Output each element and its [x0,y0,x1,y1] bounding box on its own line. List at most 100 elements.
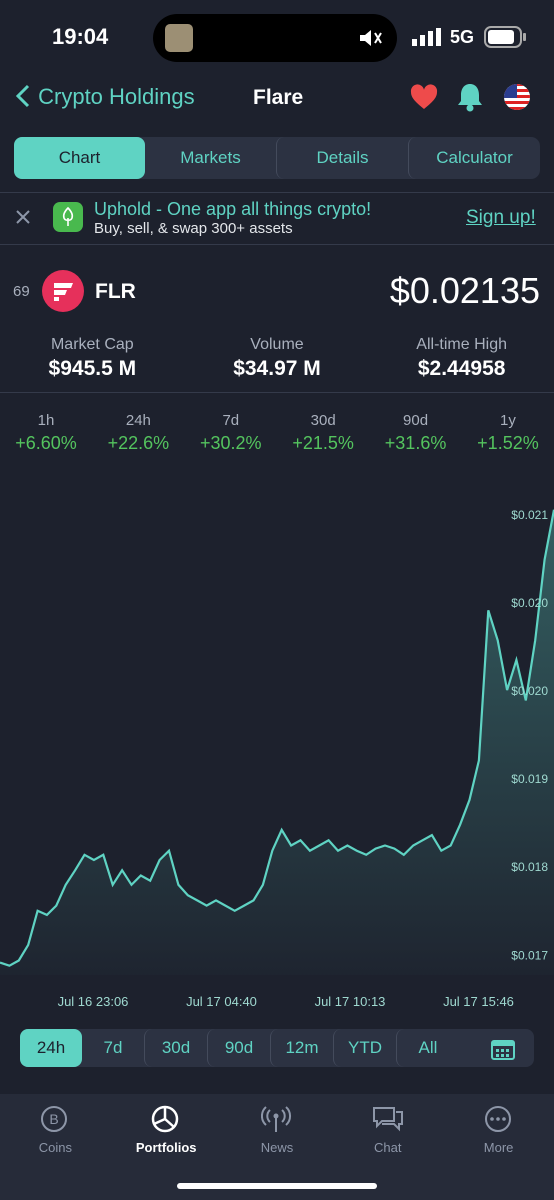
range-option[interactable]: 7d [103,1038,123,1057]
network: 5G [450,27,475,47]
nav-label: Chat [374,1140,402,1155]
coin-rank: 69 [13,283,30,300]
coin-logo [42,270,84,312]
svg-text:B: B [50,1111,59,1127]
currency-flag[interactable] [503,83,531,111]
stat-label: Market Cap [50,336,134,353]
change-value: +31.6% [384,433,447,453]
nav-label: More [483,1140,514,1155]
calendar-button[interactable] [491,1038,515,1060]
ad-subtitle: Buy, sell, & swap 300+ assets [94,220,293,237]
y-tick-label: $0.019 [511,772,548,786]
change-period: 90d [403,412,429,429]
home-indicator [177,1183,377,1189]
time: 19:04 [52,24,109,49]
nav-icon [260,1106,292,1132]
stat-value: $34.97 M [233,357,321,380]
nav-label: Coins [38,1140,73,1155]
y-tick-label: $0.020 [511,596,548,610]
tab[interactable]: Chart [14,137,145,179]
back-label: Crypto Holdings [38,84,195,109]
tab[interactable]: Details [276,137,408,179]
status-bar: 19:04 5G [0,0,554,70]
nav-item[interactable]: Portfolios [116,1094,216,1200]
change: 7d +30.2% [191,412,271,454]
stat-value: $945.5 M [48,357,137,380]
tab[interactable]: Calculator [408,137,540,179]
x-tick-label: Jul 16 23:06 [58,994,129,1009]
change: 90d +31.6% [376,412,456,454]
nav-item[interactable]: B Coins [5,1094,105,1200]
x-tick-label: Jul 17 15:46 [443,994,514,1009]
ad-banner: Uphold - One app all things crypto! Buy,… [0,193,554,243]
ad-title: Uphold - One app all things crypto! [94,199,372,219]
y-tick-label: $0.017 [511,948,548,962]
change: 30d +21.5% [283,412,363,454]
change-value: +1.52% [477,433,539,453]
nav-label: Portfolios [135,1140,197,1155]
battery-icon [484,26,526,48]
bottom-nav: B Coins Portfolios News Chat More [0,1094,554,1200]
nav-icon: B [41,1106,68,1132]
nav-icon [484,1106,511,1132]
stats-row: Market Cap $945.5 M Volume $34.97 M All-time… [0,336,554,381]
change-value: +22.6% [107,433,170,453]
nav-icon [151,1105,179,1133]
change-value: +6.60% [15,433,77,453]
change-period: 7d [222,412,240,429]
range-option[interactable]: YTD [333,1029,396,1067]
back-chevron [15,84,30,108]
back-button[interactable]: Crypto Holdings [14,84,195,110]
change-period: 24h [125,412,151,429]
range-selector: 24h 7d 30d 90d 12m YTD All [20,1029,534,1067]
ad-logo [53,202,83,232]
x-tick-label: Jul 17 04:40 [186,994,257,1009]
change-value: +21.5% [292,433,354,453]
price-chart: $0.017 $0.018 $0.019 $0.020 $0.020 $0.021 Jul … [0,508,554,1009]
stat: All-time High $2.44958 [372,336,552,381]
change-period: 30d [310,412,336,429]
page-title: Flare [253,86,304,109]
price-line [0,509,554,967]
price-area [0,509,554,975]
close-ad[interactable] [15,209,31,225]
dynamic-island [153,14,397,62]
y-tick-label: $0.020 [511,684,548,698]
signal-icon [412,28,441,46]
mute-icon [360,30,382,46]
x-tick-label: Jul 17 10:13 [315,994,386,1009]
favorite-button[interactable] [410,84,438,110]
stat-label: All-time High [416,336,507,353]
range-option[interactable]: All [396,1029,459,1067]
stat-label: Volume [250,336,304,353]
range-option[interactable]: 90d [207,1029,270,1067]
change: 1h +6.60% [6,412,86,454]
range-option[interactable]: 24h [20,1029,82,1067]
change: 1y +1.52% [468,412,548,454]
change: 24h +22.6% [98,412,178,454]
coin-symbol: FLR [95,280,136,303]
y-tick-label: $0.021 [511,508,548,522]
changes-row: 1h +6.60% 24h +22.6% 7d +30.2% 30d +21.5% 90d +31… [6,412,548,454]
tab-bar: Chart Markets Details Calculator [14,137,540,179]
range-option[interactable]: 30d [144,1029,207,1067]
range-option[interactable]: 12m [270,1029,333,1067]
change-period: 1h [37,412,55,429]
nav-item[interactable]: Chat [338,1094,438,1200]
stat: Market Cap $945.5 M [2,336,182,381]
change-period: 1y [500,412,516,429]
nav-item[interactable]: News [227,1094,327,1200]
alerts-button[interactable] [456,82,484,112]
nav-item[interactable]: More [449,1094,549,1200]
ad-cta[interactable]: Sign up! [466,207,536,228]
nav-label: News [260,1140,294,1155]
stat-value: $2.44958 [417,357,506,380]
nav-icon [372,1107,403,1132]
tab[interactable]: Markets [180,148,241,167]
stat: Volume $34.97 M [187,336,367,381]
coin-price: $0.02135 [389,270,540,311]
header: Crypto Holdings Flare [0,70,554,130]
change-value: +30.2% [200,433,262,453]
y-tick-label: $0.018 [511,860,548,874]
